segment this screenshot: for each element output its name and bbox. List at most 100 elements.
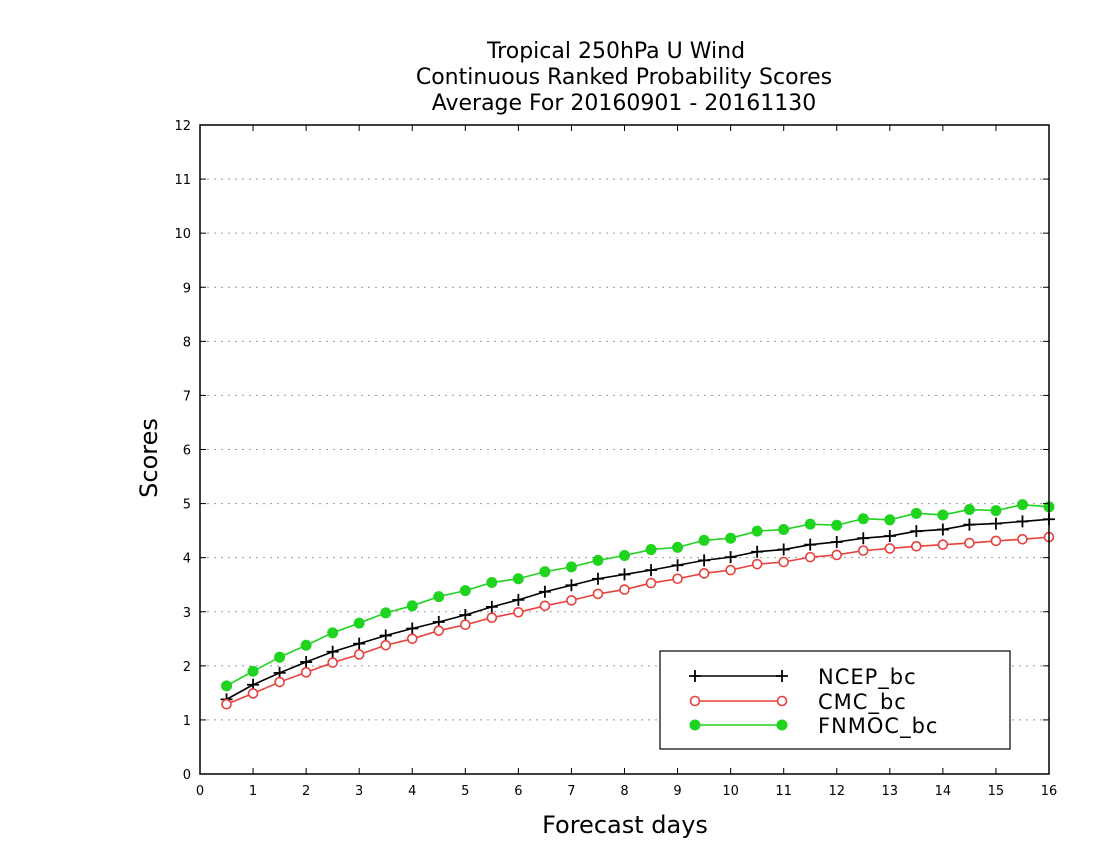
cmc-bc-point: [300, 667, 312, 678]
fnmoc-bc-point: [512, 573, 524, 585]
cmc-bc-point: [619, 584, 630, 595]
x-tick-label: 9: [673, 784, 681, 799]
fnmoc-bc-point: [274, 651, 286, 663]
fnmoc-bc-point: [937, 509, 949, 521]
ncep-bc-point: [406, 622, 419, 635]
cmc-bc-point: [964, 537, 975, 549]
x-tick-label: 8: [620, 784, 628, 799]
cmc-bc-point: [911, 541, 922, 552]
cmc-bc-point: [831, 549, 843, 561]
fnmoc-bc-point: [884, 514, 896, 526]
fnmoc-bc-point: [300, 639, 312, 651]
fnmoc-bc-point: [539, 566, 551, 578]
ncep-bc-point: [565, 579, 578, 592]
cmc-bc-point: [327, 657, 338, 668]
cmc-bc-point: [221, 698, 232, 710]
ncep-bc-series: [220, 513, 1055, 706]
fnmoc-bc-point: [778, 524, 790, 536]
y-tick-label: 12: [174, 119, 191, 134]
fnmoc-bc-point: [990, 505, 1002, 517]
ncep-bc-point: [485, 600, 498, 613]
legend-label: NCEP_bc: [818, 665, 917, 690]
cmc-bc-point: [884, 543, 896, 554]
legend-item-fnmoc-bc: FNMOC_bc: [689, 714, 938, 739]
fnmoc-bc-point: [406, 600, 418, 612]
fnmoc-bc-point: [857, 513, 869, 525]
fnmoc-bc-point: [565, 561, 577, 573]
fnmoc-bc-point: [380, 607, 392, 619]
fnmoc-bc-point: [831, 519, 843, 531]
fnmoc-bc-point: [725, 532, 737, 544]
ncep-bc-point: [326, 645, 339, 658]
cmc-bc-point: [406, 633, 418, 645]
cmc-bc-point: [990, 535, 1002, 547]
ncep-bc-point: [538, 585, 551, 598]
cmc-bc-point: [857, 545, 869, 556]
y-tick-label: 7: [183, 389, 191, 404]
fnmoc-bc-point: [247, 665, 259, 677]
fnmoc-bc-series: [221, 499, 1055, 692]
cmc-bc-point: [380, 639, 392, 651]
legend-item-ncep-bc: NCEP_bc: [689, 665, 917, 690]
legend-fnmoc-bc-point: [689, 719, 701, 731]
x-tick-label: 14: [935, 784, 952, 799]
x-axis-label: Forecast days: [542, 811, 708, 839]
y-tick-label: 2: [183, 660, 191, 675]
x-tick-label: 12: [828, 784, 845, 799]
fnmoc-bc-point: [221, 680, 233, 692]
y-tick-label: 11: [174, 173, 191, 188]
fnmoc-bc-point: [698, 534, 710, 546]
ncep-bc-point: [857, 532, 870, 545]
fnmoc-bc-point: [459, 585, 471, 597]
fnmoc-bc-point: [963, 504, 975, 516]
ncep-bc-point: [910, 525, 923, 538]
x-tick-label: 0: [196, 784, 204, 799]
x-tick-label: 6: [514, 784, 522, 799]
y-tick-label: 1: [183, 714, 191, 729]
ncep-bc-point: [459, 608, 472, 621]
ncep-bc-point: [963, 518, 976, 531]
ncep-bc-point: [300, 656, 313, 669]
fnmoc-bc-point: [672, 541, 684, 553]
series-layer: [220, 499, 1055, 710]
cmc-bc-point: [486, 612, 498, 623]
x-tick-label: 4: [408, 784, 416, 799]
fnmoc-bc-point: [592, 554, 604, 566]
fnmoc-bc-point: [645, 544, 657, 556]
legend-label: FNMOC_bc: [818, 714, 938, 739]
cmc-bc-series: [221, 531, 1055, 710]
fnmoc-bc-point: [486, 577, 498, 589]
cmc-bc-point: [698, 568, 710, 579]
cmc-bc-point: [672, 573, 683, 585]
ncep-bc-point: [936, 523, 949, 536]
y-tick-label: 5: [183, 498, 191, 513]
cmc-bc-point: [1017, 533, 1028, 545]
grid-lines: [200, 178, 1049, 721]
cmc-bc-point: [274, 676, 285, 688]
ncep-bc-point: [379, 629, 392, 642]
y-tick-label: 9: [183, 281, 191, 296]
cmc-bc-point: [751, 558, 763, 570]
fnmoc-bc-point: [433, 591, 445, 603]
x-tick-label: 15: [988, 784, 1005, 799]
legend-item-cmc-bc: CMC_bc: [689, 690, 907, 715]
y-tick-label: 0: [183, 768, 191, 783]
y-tick-label: 3: [183, 606, 191, 621]
cmc-bc-point: [937, 539, 949, 550]
ncep-bc-point: [804, 538, 817, 551]
x-tick-label: 2: [302, 784, 310, 799]
ncep-bc-point: [883, 530, 896, 543]
cmc-bc-point: [592, 588, 604, 600]
ncep-bc-point: [751, 545, 764, 558]
x-tick-label: 11: [775, 784, 792, 799]
x-tick-label: 3: [355, 784, 363, 799]
cmc-bc-point: [353, 649, 365, 660]
legend-label: CMC_bc: [818, 690, 907, 715]
legend-ncep-bc-point: [776, 670, 788, 682]
ncep-bc-point: [618, 568, 631, 581]
fnmoc-bc-point: [353, 617, 365, 629]
y-tick-label: 8: [183, 335, 191, 350]
ncep-bc-point: [591, 572, 604, 585]
cmc-bc-point: [725, 564, 736, 576]
